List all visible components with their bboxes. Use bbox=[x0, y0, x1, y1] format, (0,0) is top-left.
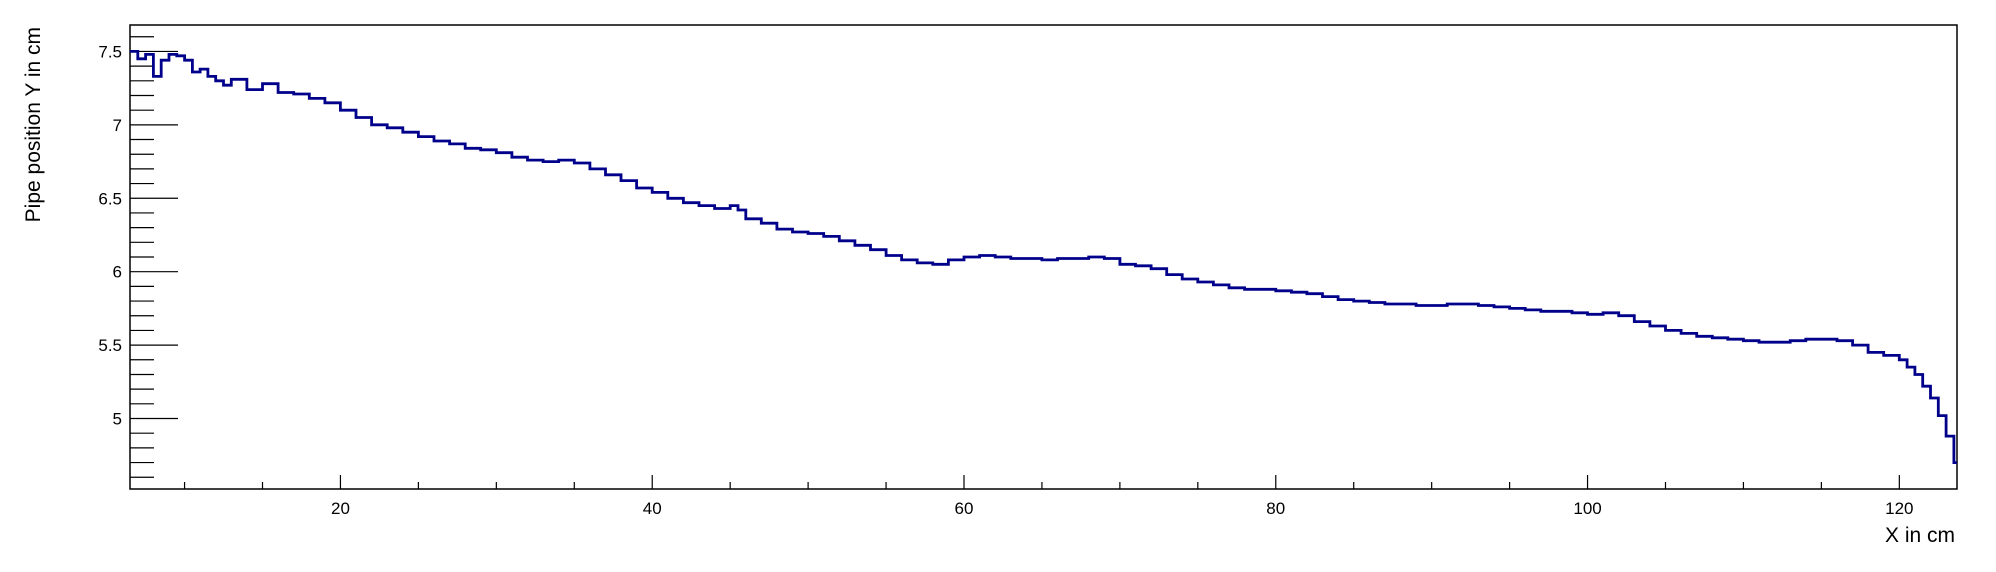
y-axis-ticks bbox=[130, 36, 178, 478]
y-tick-label: 5 bbox=[113, 410, 122, 429]
y-tick-label: 7 bbox=[113, 116, 122, 135]
plot-frame bbox=[129, 24, 1958, 490]
y-axis-label: Pipe position Y in cm bbox=[22, 27, 45, 222]
x-tick-label: 120 bbox=[1885, 499, 1913, 518]
x-axis-tick-labels: 20 40 60 80 100 120 bbox=[331, 499, 1914, 518]
y-tick-label: 6.5 bbox=[98, 189, 122, 208]
x-axis-label: X in cm bbox=[1885, 524, 1955, 547]
x-tick-label: 20 bbox=[331, 499, 350, 518]
y-tick-label: 5.5 bbox=[98, 336, 122, 355]
y-axis-tick-labels: 5 5.5 6 6.5 7 7.5 bbox=[98, 42, 122, 428]
x-tick-label: 100 bbox=[1573, 499, 1601, 518]
x-tick-label: 60 bbox=[955, 499, 974, 518]
x-axis-ticks bbox=[183, 475, 1900, 489]
y-tick-label: 7.5 bbox=[98, 42, 122, 61]
x-tick-label: 40 bbox=[643, 499, 662, 518]
y-tick-label: 6 bbox=[113, 263, 122, 282]
x-tick-label: 80 bbox=[1266, 499, 1285, 518]
series-step-line bbox=[130, 50, 1957, 464]
